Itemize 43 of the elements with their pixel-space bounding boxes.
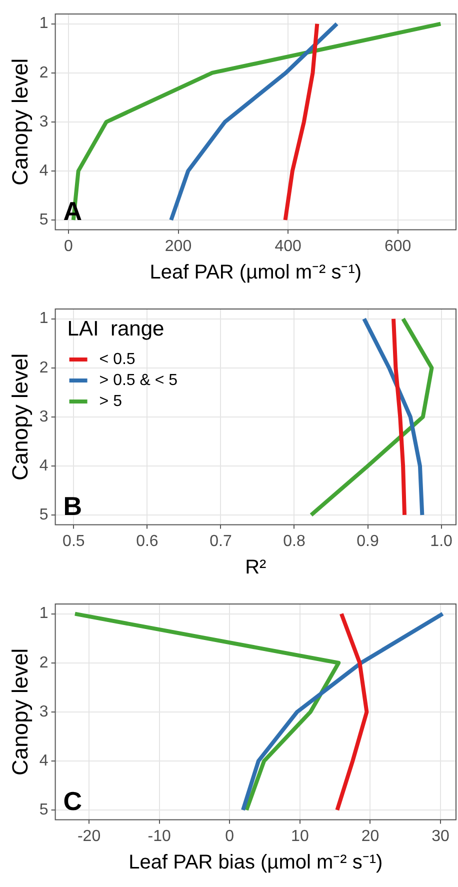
x-tick-label: 0.6 [136, 532, 158, 550]
y-tick-label: 3 [39, 703, 48, 720]
x-tick-label: 0.9 [356, 532, 379, 550]
y-tick-label: 1 [39, 15, 48, 32]
y-tick-label: 2 [39, 64, 48, 82]
x-tick-label: 0.5 [62, 532, 85, 550]
y-tick-label: 5 [39, 211, 48, 228]
x-tick-label: 400 [274, 238, 302, 255]
x-axis-title: Leaf PAR (µmol m⁻² s⁻¹) [150, 262, 362, 284]
y-tick-label: 4 [39, 162, 48, 180]
x-tick-label: -10 [148, 828, 172, 845]
y-axis-title: Canopy level [7, 353, 32, 480]
x-tick-label: 1.0 [430, 532, 453, 550]
x-tick-label: 0.8 [283, 532, 306, 550]
x-axis-title: R² [245, 556, 267, 579]
annotation: C [63, 786, 82, 816]
y-tick-label: 3 [39, 113, 48, 130]
x-tick-label: 0 [64, 238, 74, 255]
legend-label: > 5 [99, 392, 122, 410]
y-axis-title: Canopy level [7, 58, 32, 186]
legend-label: < 0.5 [99, 350, 136, 368]
x-tick-label: 600 [384, 238, 412, 255]
x-axis-title: Leaf PAR bias (µmol m⁻² s⁻¹) [128, 852, 383, 874]
y-tick-label: 1 [39, 605, 48, 622]
y-tick-label: 1 [39, 310, 48, 328]
y-tick-label: 3 [39, 408, 48, 426]
y-axis-title: Canopy level [7, 648, 32, 776]
x-tick-label: 0.7 [210, 532, 232, 550]
y-tick-label: 5 [39, 506, 48, 524]
x-tick-label: 30 [432, 828, 450, 845]
legend-title: LAI range [67, 317, 164, 340]
y-tick-label: 5 [39, 801, 48, 818]
annotation: B [63, 490, 82, 521]
y-tick-label: 2 [39, 359, 48, 376]
y-tick-label: 4 [39, 457, 48, 474]
y-tick-label: 2 [39, 654, 48, 672]
x-tick-label: 200 [164, 238, 192, 255]
legend-label: > 0.5 & < 5 [99, 372, 178, 389]
y-tick-label: 4 [39, 752, 48, 770]
x-tick-label: -20 [77, 828, 101, 845]
x-tick-label: 0 [225, 828, 234, 845]
x-tick-label: 20 [361, 828, 380, 845]
x-tick-label: 10 [291, 828, 309, 845]
